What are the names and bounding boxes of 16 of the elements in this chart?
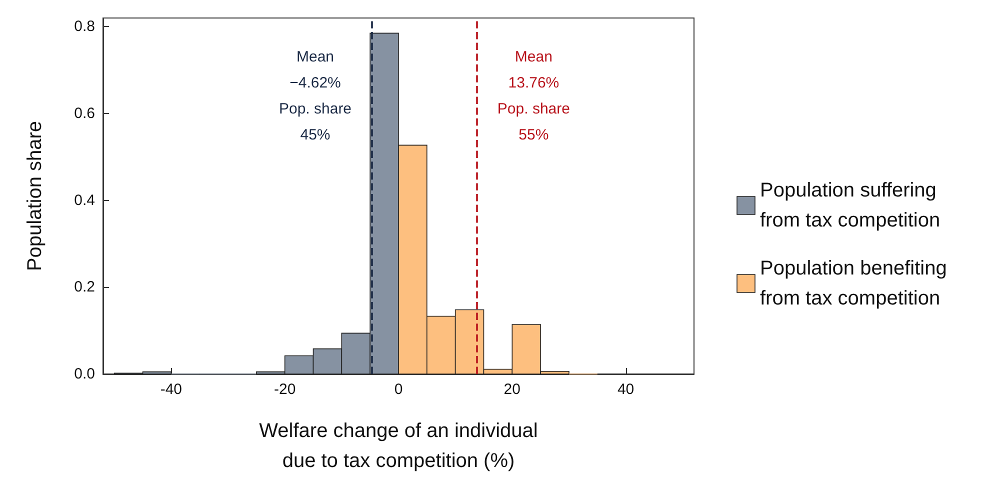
y-axis-title: Population share bbox=[24, 120, 46, 272]
ref-line-label: Mean −4.62% Pop. share 45% bbox=[278, 48, 352, 144]
y-tick-label: 0.0 bbox=[74, 366, 95, 382]
legend-label: Population benefiting from tax competition bbox=[760, 258, 952, 310]
x-tick-label: 0 bbox=[394, 381, 403, 398]
y-tick-label: 0.8 bbox=[74, 18, 95, 36]
ref-line-label: Mean 13.76% Pop. share 55% bbox=[497, 48, 570, 144]
y-tick-label: 0.2 bbox=[74, 278, 95, 296]
x-tick-label: 20 bbox=[504, 381, 520, 398]
x-tick-label: -20 bbox=[274, 381, 296, 398]
y-tick-label: 0.4 bbox=[74, 192, 95, 209]
legend-label: Population suffering from tax competition bbox=[760, 180, 942, 232]
x-tick-label: 40 bbox=[617, 381, 634, 398]
x-tick-label: -40 bbox=[160, 381, 182, 398]
x-axis-title: Welfare change of an individual due to tax competition (%) bbox=[259, 420, 538, 472]
y-tick-label: 0.6 bbox=[74, 105, 95, 122]
